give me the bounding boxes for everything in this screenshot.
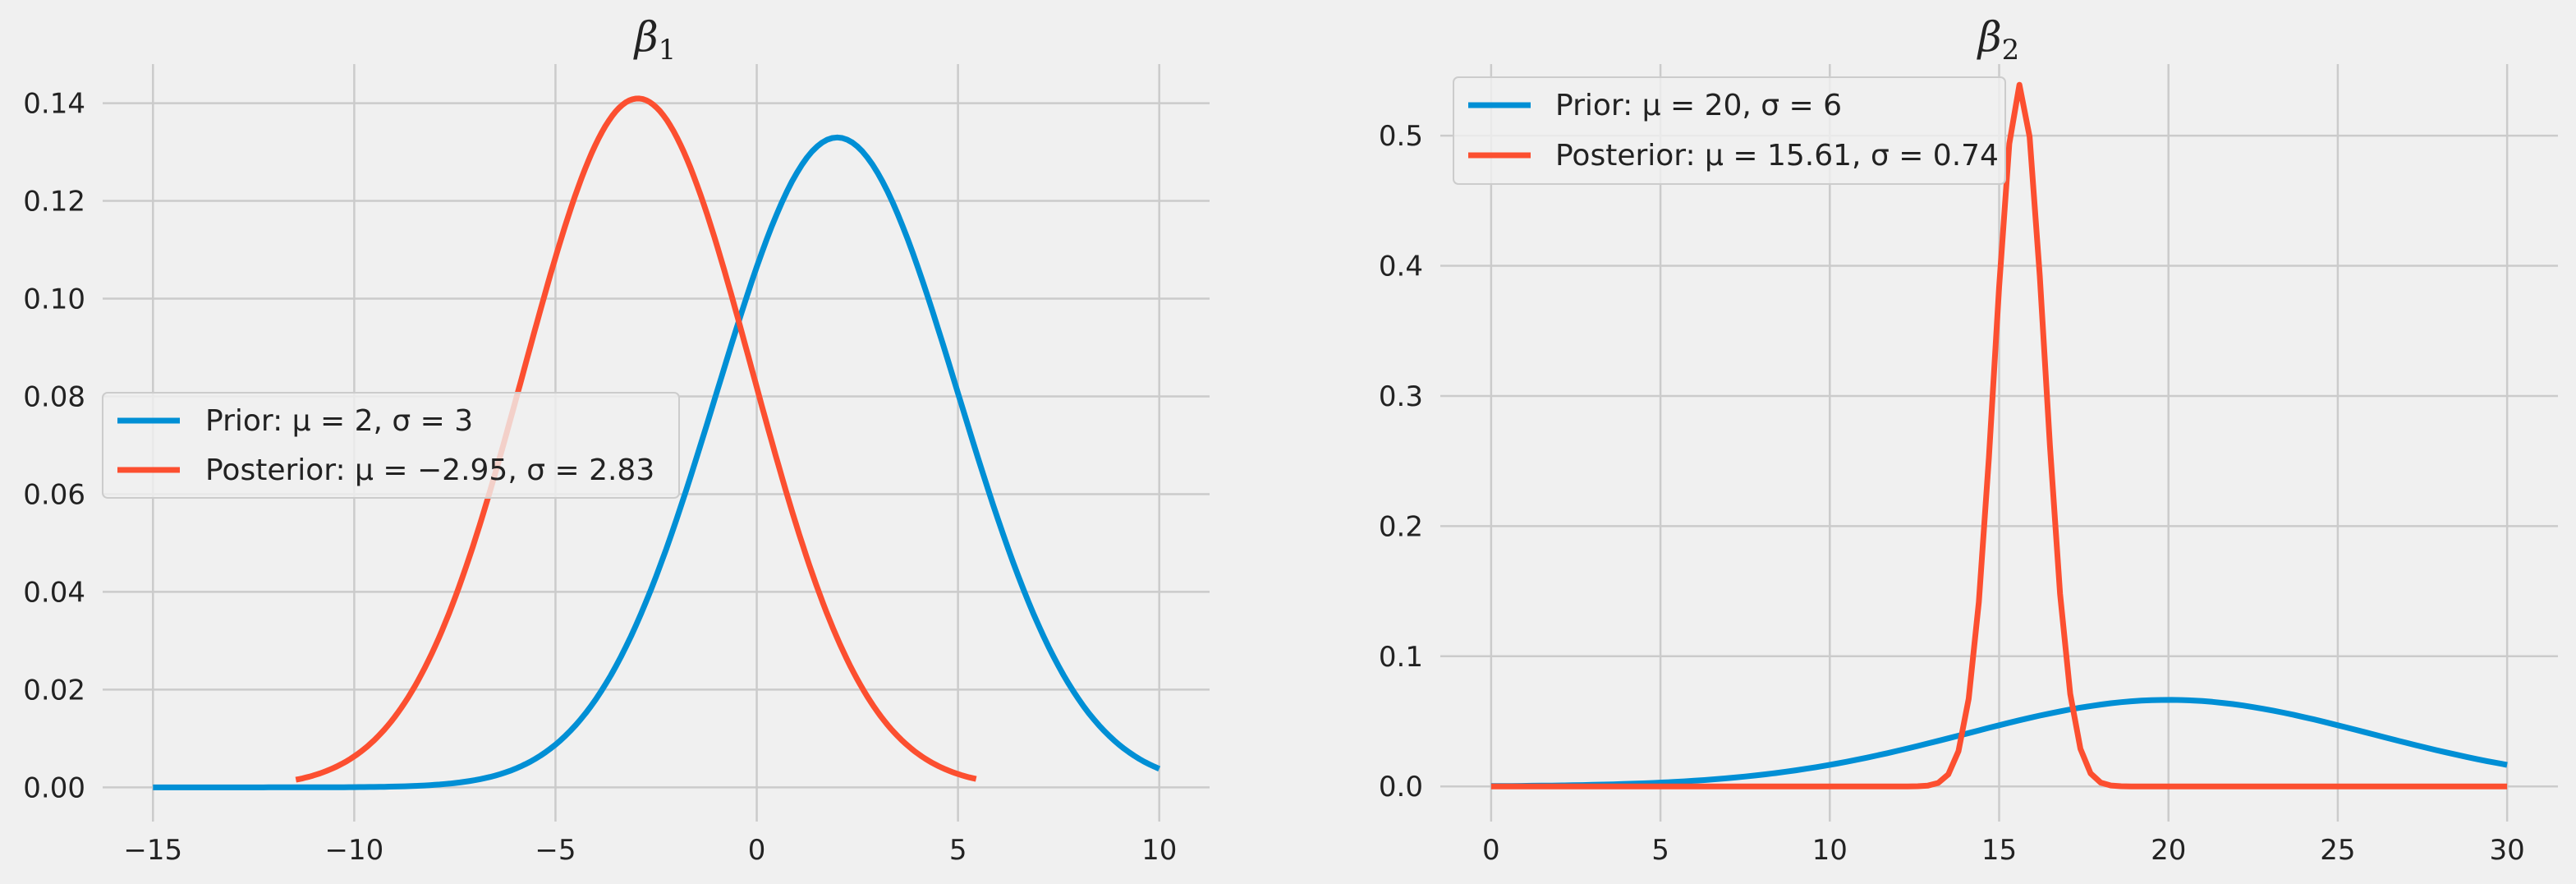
y-tick-label: 0.02 <box>23 674 85 707</box>
legend-box <box>1453 76 2006 185</box>
legend-label-posterior: Posterior: μ = −2.95, σ = 2.83 <box>205 454 654 487</box>
x-tick-label: 10 <box>1812 834 1848 867</box>
y-tick-label: 0.08 <box>23 380 85 413</box>
posterior-line <box>1490 81 2508 790</box>
x-tick-label: 5 <box>949 834 967 867</box>
prior-line <box>1490 697 2508 790</box>
legend-box <box>102 392 680 499</box>
x-tick-label: −5 <box>535 834 576 867</box>
y-tick-label: 0.4 <box>1379 251 1423 283</box>
x-tick-label: 25 <box>2320 834 2355 867</box>
y-tick-label: 0.12 <box>23 186 85 219</box>
chart-title-beta1: β1 <box>633 13 677 67</box>
chart-beta2: 0 5 10 15 20 25 30 0.0 0.1 0.2 0.3 0.4 0.5 β2 Prior:… <box>1379 13 2558 867</box>
ticks-beta1: −15 −10 −5 0 5 10 0.00 0.02 0.04 0.06 0.08 0.10 0.12… <box>23 88 1177 867</box>
x-tick-label: 30 <box>2490 834 2525 867</box>
y-tick-label: 0.5 <box>1379 120 1423 153</box>
ticks-beta2: 0 5 10 15 20 25 30 0.0 0.1 0.2 0.3 0.4 0.5 <box>1379 120 2525 867</box>
y-tick-label: 0.2 <box>1379 510 1423 543</box>
legend-label-prior: Prior: μ = 2, σ = 3 <box>205 404 473 438</box>
y-tick-label: 0.0 <box>1379 771 1423 803</box>
chart-title-beta2: β2 <box>1977 13 2020 67</box>
y-tick-label: 0.04 <box>23 576 85 609</box>
y-tick-label: 0.14 <box>23 88 85 121</box>
prior-line <box>153 134 1161 790</box>
y-tick-label: 0.1 <box>1379 641 1423 674</box>
x-tick-label: −15 <box>123 834 182 867</box>
y-tick-label: 0.00 <box>23 771 85 804</box>
y-tick-label: 0.10 <box>23 283 85 316</box>
legend-beta1: Prior: μ = 2, σ = 3 Posterior: μ = −2.95… <box>102 392 680 499</box>
x-tick-label: 0 <box>1482 834 1500 867</box>
x-tick-label: 5 <box>1651 834 1669 867</box>
legend-beta2: Prior: μ = 20, σ = 6 Posterior: μ = 15.6… <box>1453 76 2006 185</box>
x-tick-label: 20 <box>2151 834 2186 867</box>
series-beta2 <box>1490 81 2508 790</box>
y-tick-label: 0.06 <box>23 478 85 511</box>
series-beta1 <box>153 95 1161 790</box>
y-tick-label: 0.3 <box>1379 380 1423 413</box>
x-tick-label: 10 <box>1141 834 1177 867</box>
x-tick-label: −10 <box>324 834 383 867</box>
posterior-line <box>295 95 977 783</box>
x-tick-label: 15 <box>1981 834 2017 867</box>
x-tick-label: 0 <box>748 834 766 867</box>
legend-label-posterior: Posterior: μ = 15.61, σ = 0.74 <box>1555 139 1999 173</box>
chart-beta1: −15 −10 −5 0 5 10 0.00 0.02 0.04 0.06 0.08 0.10 0.12… <box>23 13 1210 867</box>
legend-label-prior: Prior: μ = 20, σ = 6 <box>1555 89 1842 122</box>
